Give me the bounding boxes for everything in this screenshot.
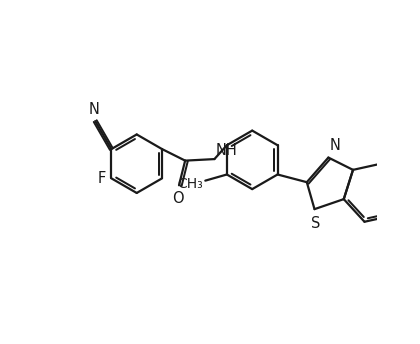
Text: NH: NH xyxy=(216,142,238,158)
Text: N: N xyxy=(88,102,99,117)
Text: F: F xyxy=(98,171,106,186)
Text: N: N xyxy=(330,138,341,153)
Text: CH₃: CH₃ xyxy=(177,177,203,191)
Text: S: S xyxy=(311,216,321,231)
Text: O: O xyxy=(172,191,183,206)
